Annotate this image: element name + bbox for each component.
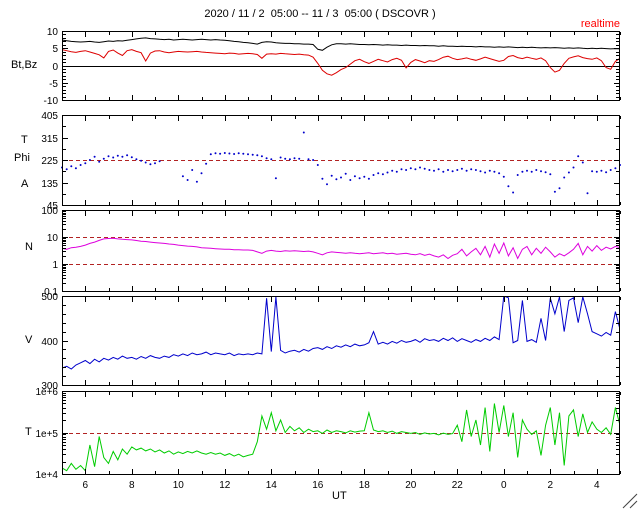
x-tick-label: 20 xyxy=(405,480,417,491)
y-tick-label: 1e+5 xyxy=(35,429,58,440)
x-tick-label: 18 xyxy=(359,480,371,491)
panel-frame xyxy=(62,296,620,386)
panel-phi-ylabel-phi: Phi xyxy=(14,152,30,164)
x-tick-label: 12 xyxy=(219,480,231,491)
y-tick-label: 0 xyxy=(52,62,58,73)
y-tick-label: 45 xyxy=(47,201,59,212)
y-tick-label: 1e+4 xyxy=(35,470,58,481)
panel-frame xyxy=(62,391,620,475)
panel-btbz-ylabel: Bt,Bz xyxy=(11,59,38,71)
panel-frame xyxy=(62,115,620,206)
y-tick-label: 1e+6 xyxy=(35,387,58,398)
v-series-line xyxy=(62,296,620,370)
y-tick-label: -5 xyxy=(49,79,58,90)
x-tick-label: 4 xyxy=(594,480,600,491)
panel-t-ylabel: T xyxy=(25,426,32,438)
y-tick-label: 400 xyxy=(41,337,58,348)
panel-n-ylabel: N xyxy=(25,241,33,253)
panel-n: 100 10 1 0.1 xyxy=(41,206,621,298)
x-tick-label: 0 xyxy=(501,480,507,491)
t-series-line xyxy=(62,403,620,472)
panel-frame xyxy=(62,210,620,292)
y-tick-label: 405 xyxy=(41,111,58,122)
y-tick-label: 225 xyxy=(41,156,58,167)
y-tick-label: 5 xyxy=(52,44,58,55)
plot-title: 2020 / 11 / 2 05:00 -- 11 / 3 05:00 ( DS… xyxy=(204,8,436,20)
y-tick-label: 1 xyxy=(52,260,58,271)
y-tick-label: 10 xyxy=(47,233,59,244)
bz-series-line xyxy=(62,49,620,76)
x-tick-label: 14 xyxy=(266,480,278,491)
x-tick-label: 2 xyxy=(548,480,554,491)
x-tick-label: 8 xyxy=(129,480,135,491)
x-axis-label: UT xyxy=(332,490,347,502)
y-tick-label: 100 xyxy=(41,206,58,217)
bt-series-line xyxy=(62,37,620,51)
panel-v-ylabel: V xyxy=(25,334,33,346)
realtime-badge: realtime xyxy=(580,18,620,30)
y-tick-label: 315 xyxy=(41,134,58,145)
panel-phi-ylabel-t: T xyxy=(21,134,28,146)
y-tick-label: 0.1 xyxy=(44,287,58,298)
y-tick-label: -10 xyxy=(44,96,59,107)
x-tick-label: 16 xyxy=(312,480,324,491)
y-tick-label: 135 xyxy=(41,179,58,190)
panel-t: 1e+6 1e+5 1e+4 xyxy=(35,387,621,481)
panel-bt_bz: 10 5 0 -5 -10 xyxy=(44,27,621,107)
panel-frame xyxy=(62,31,620,101)
phi-series-dots xyxy=(61,131,621,195)
y-tick-label: 300 xyxy=(41,381,58,392)
y-tick-label: 10 xyxy=(47,27,59,38)
x-tick-label: 22 xyxy=(452,480,464,491)
x-tick-label: 10 xyxy=(173,480,185,491)
x-tick-label: 6 xyxy=(83,480,89,491)
panel-phi: 405 315 225 135 45 xyxy=(41,111,621,212)
panel-phi-ylabel-a: A xyxy=(21,178,29,190)
n-series-line xyxy=(62,237,620,260)
resize-grip-icon xyxy=(622,493,638,509)
panel-v: 500 400 300 xyxy=(41,292,621,392)
y-tick-label: 500 xyxy=(41,292,58,303)
